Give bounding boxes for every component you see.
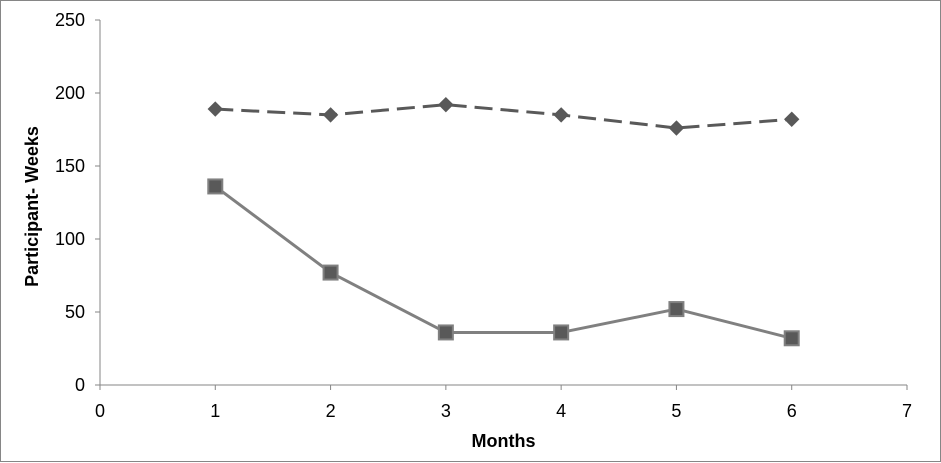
- y-tick-label: 0: [75, 375, 85, 395]
- x-tick-label: 6: [787, 401, 797, 421]
- series-line: [214, 185, 793, 340]
- data-point-square: [668, 301, 685, 318]
- x-axis-title: Months: [472, 431, 536, 451]
- data-point-diamond: [553, 107, 569, 123]
- x-tick-label: 4: [556, 401, 566, 421]
- data-point-square: [783, 330, 800, 347]
- data-point-diamond: [784, 111, 800, 127]
- y-tick-label: 50: [65, 302, 85, 322]
- series-layer: [207, 96, 800, 347]
- x-tick-label: 0: [95, 401, 105, 421]
- y-tick-label: 100: [55, 229, 85, 249]
- x-tick-label: 1: [210, 401, 220, 421]
- x-tick-label: 2: [326, 401, 336, 421]
- data-point-square: [322, 264, 339, 281]
- x-tick-labels: 0 1 2 3 4 5 6 7: [95, 401, 912, 421]
- y-tick-label: 250: [55, 10, 85, 30]
- data-point-diamond: [322, 107, 339, 123]
- data-point-diamond: [438, 96, 454, 113]
- data-point-square: [437, 324, 454, 341]
- x-tick-label: 7: [902, 401, 912, 421]
- series-2: [207, 178, 800, 347]
- x-tick-label: 5: [671, 401, 681, 421]
- series-1: [207, 96, 800, 136]
- series-line: [215, 103, 792, 130]
- y-tick-label: 150: [55, 156, 85, 176]
- data-point-square: [553, 324, 570, 341]
- x-tick-label: 3: [441, 401, 451, 421]
- data-point-square: [207, 178, 224, 195]
- data-point-diamond: [207, 101, 223, 117]
- data-point-diamond: [668, 120, 685, 136]
- y-tick-label: 200: [55, 83, 85, 103]
- y-axis-title: Participant- Weeks: [22, 126, 42, 287]
- chart-axes: [95, 19, 908, 390]
- y-tick-labels: 0 50 100 150 200 250: [55, 10, 85, 395]
